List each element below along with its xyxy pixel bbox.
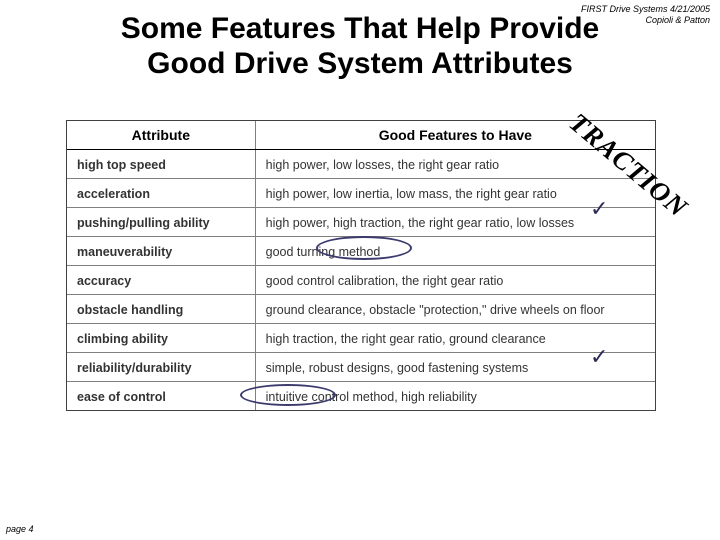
cell-features: high power, low inertia, low mass, the r… [255, 179, 655, 208]
attributes-table: Attribute Good Features to Have high top… [67, 121, 655, 410]
cell-features: high power, low losses, the right gear r… [255, 150, 655, 179]
cell-attribute: climbing ability [67, 324, 255, 353]
cell-features: high power, high traction, the right gea… [255, 208, 655, 237]
cell-attribute: acceleration [67, 179, 255, 208]
cell-features: ground clearance, obstacle "protection,"… [255, 295, 655, 324]
table-row: accuracygood control calibration, the ri… [67, 266, 655, 295]
table-row: ease of controlintuitive control method,… [67, 382, 655, 411]
table-row: climbing abilityhigh traction, the right… [67, 324, 655, 353]
cell-attribute: accuracy [67, 266, 255, 295]
cell-attribute: maneuverability [67, 237, 255, 266]
cell-features: simple, robust designs, good fastening s… [255, 353, 655, 382]
table-row: reliability/durabilitysimple, robust des… [67, 353, 655, 382]
title-line-1: Some Features That Help Provide [121, 12, 599, 45]
cell-attribute: obstacle handling [67, 295, 255, 324]
title-line-2: Good Drive System Attributes [147, 47, 573, 80]
page-title: Some Features That Help Provide Good Dri… [0, 12, 720, 81]
table-row: maneuverabilitygood turning method [67, 237, 655, 266]
cell-features: high traction, the right gear ratio, gro… [255, 324, 655, 353]
cell-features: good control calibration, the right gear… [255, 266, 655, 295]
cell-attribute: ease of control [67, 382, 255, 411]
cell-features: intuitive control method, high reliabili… [255, 382, 655, 411]
header-attribute: Attribute [67, 121, 255, 150]
table-row: high top speedhigh power, low losses, th… [67, 150, 655, 179]
table-row: obstacle handlingground clearance, obsta… [67, 295, 655, 324]
header-features: Good Features to Have [255, 121, 655, 150]
table-row: accelerationhigh power, low inertia, low… [67, 179, 655, 208]
table-row: pushing/pulling abilityhigh power, high … [67, 208, 655, 237]
cell-attribute: pushing/pulling ability [67, 208, 255, 237]
cell-attribute: reliability/durability [67, 353, 255, 382]
cell-features: good turning method [255, 237, 655, 266]
attributes-table-container: Attribute Good Features to Have high top… [66, 120, 656, 411]
cell-attribute: high top speed [67, 150, 255, 179]
page-number: page 4 [6, 524, 34, 534]
table-header-row: Attribute Good Features to Have [67, 121, 655, 150]
